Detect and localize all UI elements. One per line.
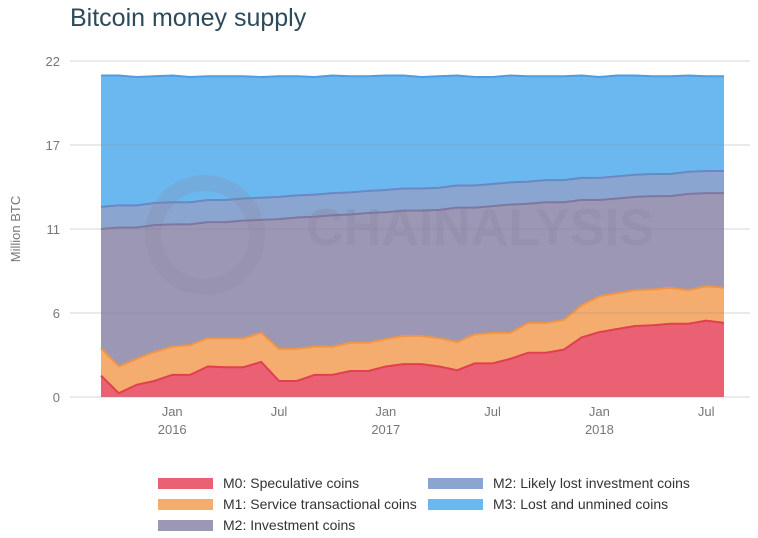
legend-label: M1: Service transactional coins [223, 496, 417, 512]
watermark-logo: CHAINALYSIS [306, 199, 654, 257]
x-tick-label: Jul [271, 404, 288, 419]
legend-item-m2[interactable]: M2: Investment coins [158, 516, 428, 534]
series-line-1 [100, 285, 725, 368]
y-tick-label: 11 [47, 222, 61, 237]
legend-swatch [158, 498, 213, 510]
stacked-area-chart: Million BTC CHAINALYSIS 0 6 11 17 22 Jan 2016 Jul… [8, 54, 750, 437]
series-line-2 [100, 192, 724, 230]
legend: M0: Speculative coins M2: Likely lost in… [158, 474, 718, 534]
y-tick-label: 0 [53, 390, 60, 405]
legend-label: M2: Likely lost investment coins [493, 475, 690, 491]
y-tick-label: 6 [53, 306, 60, 321]
x-tick-year-label: 2017 [371, 422, 400, 437]
area-2 [101, 193, 724, 367]
y-axis-label: Million BTC [8, 196, 23, 262]
series-line-3 [100, 169, 724, 208]
legend-swatch [158, 477, 213, 489]
x-tick-label: Jan [375, 404, 396, 419]
legend-label: M3: Lost and unmined coins [493, 496, 669, 512]
x-tick-label: Jan [162, 404, 183, 419]
series-line-4 [101, 74, 724, 79]
legend-item-m0[interactable]: M0: Speculative coins [158, 474, 428, 492]
legend-item-m3[interactable]: M3: Lost and unmined coins [428, 495, 698, 513]
x-tick-label: Jul [484, 404, 501, 419]
legend-swatch [428, 477, 483, 489]
legend-label: M2: Investment coins [223, 517, 356, 533]
area-0 [101, 320, 724, 397]
y-tick-label: 22 [46, 54, 60, 69]
y-tick-label: 17 [46, 138, 60, 153]
legend-swatch [158, 519, 213, 531]
series-line-0 [100, 319, 725, 395]
area-1 [101, 286, 724, 394]
legend-item-m1[interactable]: M1: Service transactional coins [158, 495, 428, 513]
watermark-icon [145, 175, 265, 295]
legend-label: M0: Speculative coins [223, 475, 360, 491]
legend-item-m2-lost[interactable]: M2: Likely lost investment coins [428, 474, 698, 492]
area-4 [101, 75, 724, 207]
x-tick-label: Jan [589, 404, 610, 419]
x-tick-year-label: 2016 [158, 422, 187, 437]
chart-title: Bitcoin money supply [70, 4, 307, 32]
legend-swatch [428, 498, 483, 510]
x-tick-label: Jul [698, 404, 715, 419]
area-3 [101, 170, 724, 229]
x-tick-year-label: 2018 [585, 422, 614, 437]
